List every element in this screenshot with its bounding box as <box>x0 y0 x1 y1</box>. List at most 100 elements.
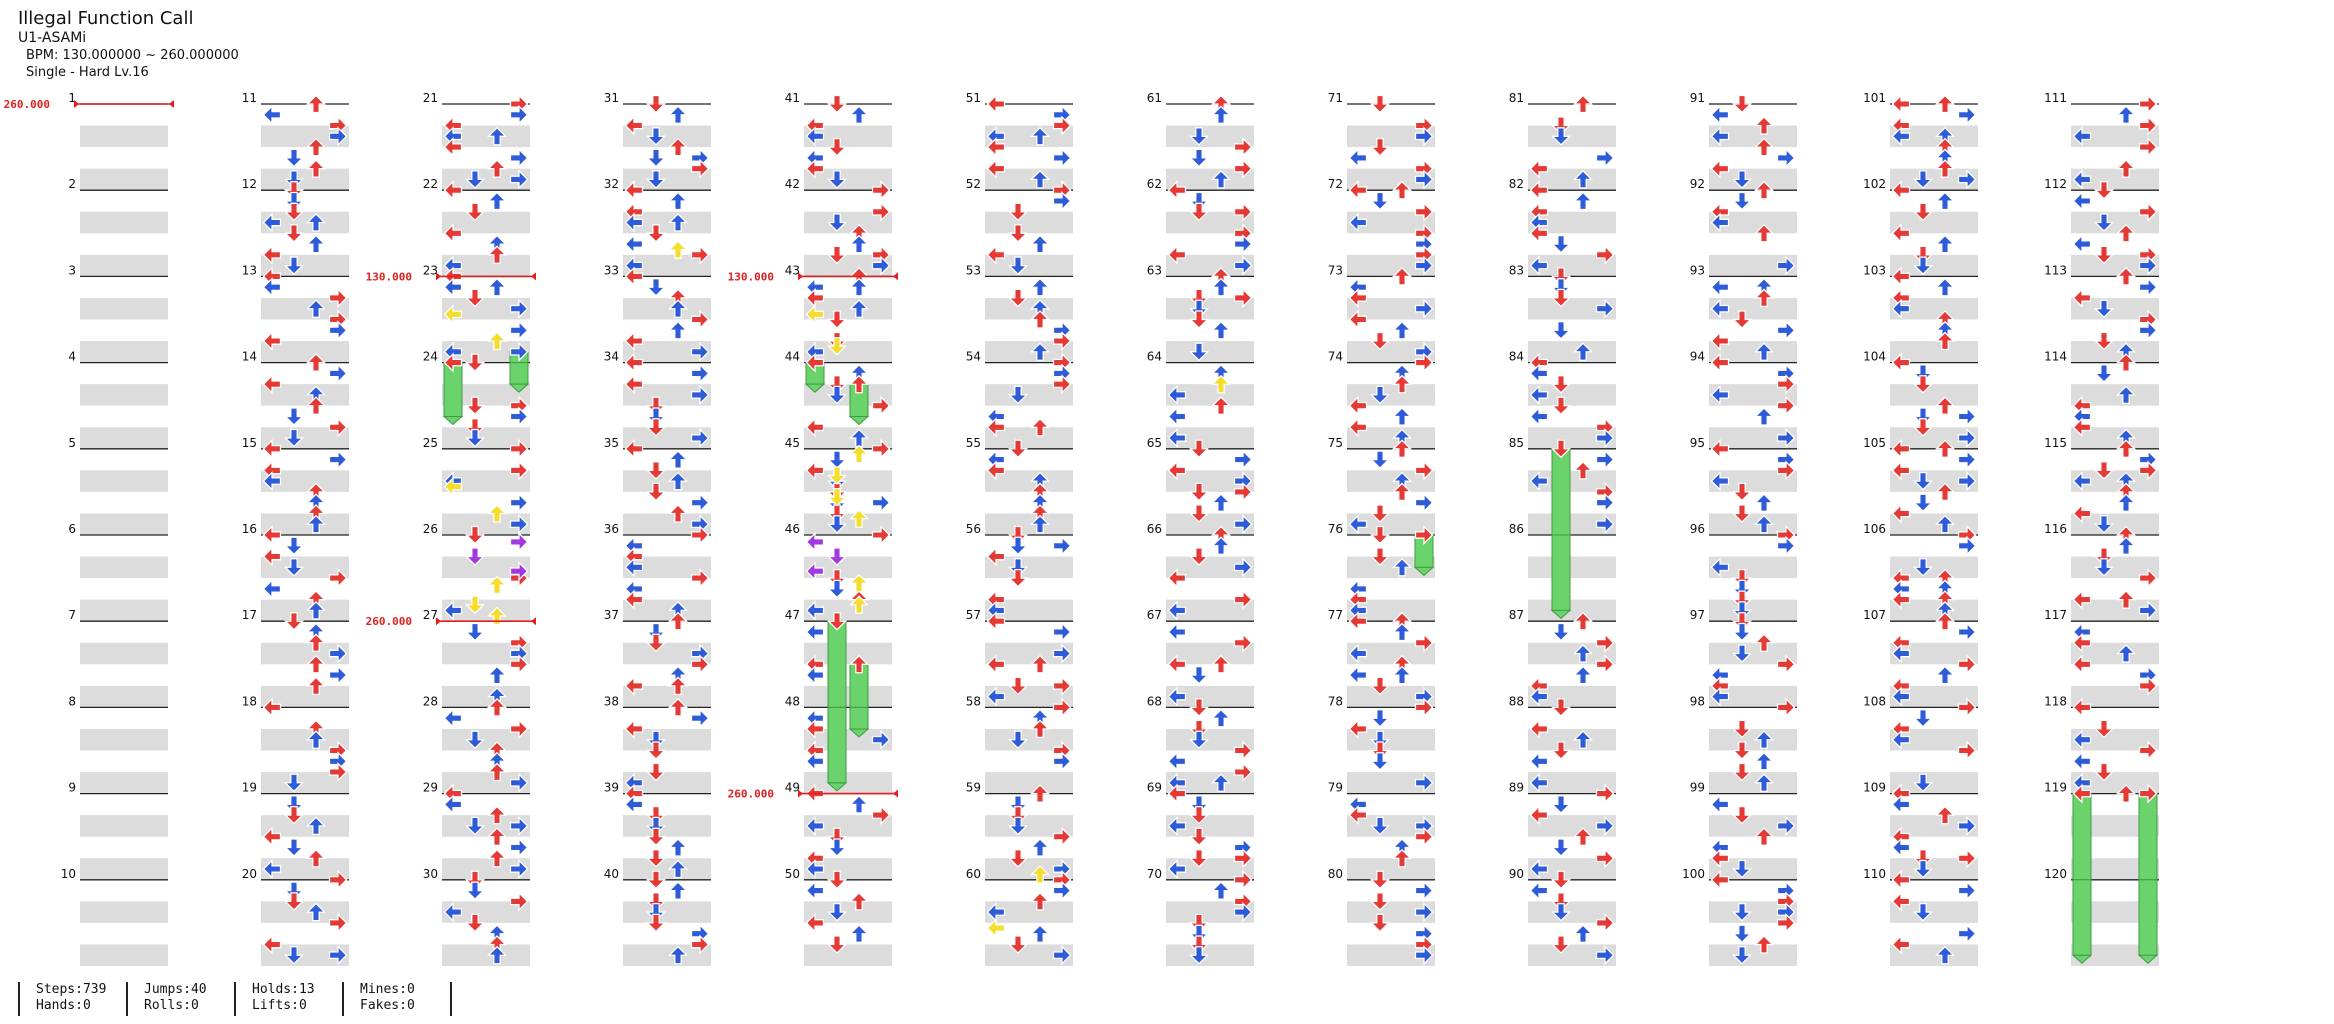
down-arrow <box>1369 191 1391 211</box>
measure-number: 46 <box>785 522 800 536</box>
measure-number: 37 <box>604 608 619 622</box>
measure-band <box>1166 772 1254 794</box>
measure-band <box>1347 944 1435 966</box>
left-arrow <box>443 902 463 923</box>
measure-number: 111 <box>2044 91 2067 105</box>
right-arrow <box>1595 147 1615 168</box>
left-arrow <box>1167 427 1187 449</box>
down-arrow <box>645 148 667 168</box>
right-arrow <box>328 665 348 686</box>
down-arrow <box>2093 762 2115 782</box>
measure-band <box>1709 556 1797 579</box>
right-arrow <box>328 643 348 664</box>
right-arrow <box>1414 880 1434 901</box>
measure-band <box>1528 211 1616 234</box>
up-arrow <box>1029 784 1051 803</box>
right-arrow <box>871 438 891 459</box>
hold-body <box>509 362 529 385</box>
measure-band <box>1347 685 1435 708</box>
measure-band <box>261 341 349 363</box>
bpm-change: 260.000 <box>4 98 174 111</box>
down-arrow <box>826 827 848 847</box>
measure-74: 74 <box>1328 350 1435 449</box>
measure-band <box>1528 815 1616 837</box>
measure-band <box>1890 685 1978 708</box>
down-arrow <box>826 213 848 232</box>
right-arrow <box>1776 654 1796 675</box>
up-arrow <box>486 697 508 717</box>
left-arrow <box>1167 783 1187 804</box>
up-arrow <box>486 126 508 146</box>
measure-number: 1 <box>68 91 76 105</box>
down-arrow <box>645 892 667 911</box>
down-arrow <box>2093 515 2115 534</box>
measure-number: 112 <box>2044 177 2067 191</box>
left-arrow <box>1891 126 1911 147</box>
measure-109: 109 <box>1863 781 1978 880</box>
left-arrow <box>262 578 282 599</box>
right-arrow <box>509 891 529 912</box>
left-arrow <box>1710 277 1730 298</box>
stats-end-divider <box>450 982 453 1016</box>
left-arrow <box>624 234 644 255</box>
left-arrow <box>1529 805 1549 826</box>
left-arrow <box>1529 772 1549 793</box>
measure-38: 38 <box>604 694 711 794</box>
measure-114: 114 <box>2044 350 2159 449</box>
down-arrow <box>1188 504 1210 523</box>
down-arrow <box>645 94 667 114</box>
up-arrow <box>1572 611 1594 631</box>
right-arrow <box>1595 427 1615 449</box>
left-arrow <box>1167 686 1187 707</box>
measure-79: 79 <box>1328 781 1435 880</box>
right-arrow <box>1414 945 1434 966</box>
measure-number: 78 <box>1328 694 1343 708</box>
right-arrow <box>690 492 710 513</box>
measure-number: 31 <box>604 91 619 105</box>
down-arrow <box>1731 579 1753 599</box>
left-arrow <box>1710 438 1730 459</box>
left-arrow <box>2072 417 2092 438</box>
up-arrow <box>848 428 870 448</box>
left-arrow <box>1710 557 1730 578</box>
down-arrow <box>1731 924 1753 944</box>
right-arrow <box>1776 427 1796 449</box>
measure-4: 4 <box>68 350 168 449</box>
up-arrow <box>1934 396 1956 415</box>
up-arrow <box>1029 924 1051 943</box>
down-arrow <box>283 191 305 211</box>
measure-band <box>1347 427 1435 449</box>
down-arrow <box>464 881 486 901</box>
measure-number: 85 <box>1509 436 1524 450</box>
measure-number: 120 <box>2044 867 2067 881</box>
measure-staffs: 1234567891011121314151617181920212223242… <box>61 91 2159 966</box>
up-arrow <box>486 665 508 685</box>
measure-band <box>1709 513 1797 535</box>
measure-number: 108 <box>1863 694 1886 708</box>
down-arrow <box>1007 730 1029 750</box>
hold-body <box>1551 448 1571 536</box>
measure-number: 15 <box>242 436 257 450</box>
jumps-count: Jumps:40 <box>144 982 207 997</box>
right-arrow <box>1233 481 1253 502</box>
measure-number: 38 <box>604 694 619 708</box>
measure-band <box>80 470 168 492</box>
down-arrow <box>1369 913 1391 933</box>
right-arrow <box>1957 621 1977 643</box>
measure-band <box>80 815 168 837</box>
right-arrow <box>1233 287 1253 308</box>
measure-band <box>804 427 892 449</box>
measure-number: 27 <box>423 608 438 622</box>
measure-band <box>1347 254 1435 277</box>
right-arrow <box>1233 201 1253 222</box>
measure-band <box>623 599 711 622</box>
measure-number: 5 <box>68 436 76 450</box>
measure-number: 99 <box>1690 781 1705 795</box>
measure-number: 93 <box>1690 263 1705 277</box>
left-arrow <box>1348 611 1368 632</box>
up-arrow <box>1753 223 1775 243</box>
measure-band <box>804 470 892 492</box>
down-arrow <box>464 170 486 189</box>
measure-101: 101 <box>1863 91 1978 191</box>
left-arrow <box>443 783 463 804</box>
